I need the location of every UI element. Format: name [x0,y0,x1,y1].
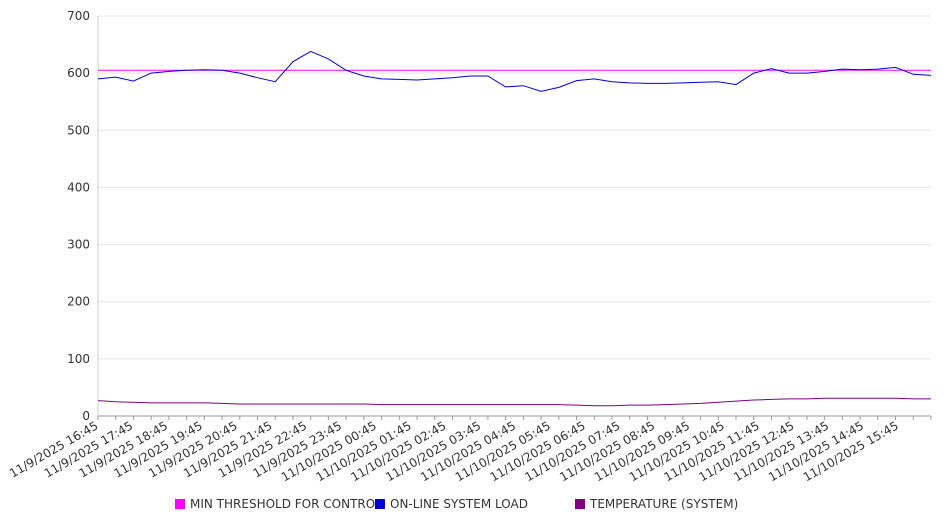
system-load-line [97,50,932,92]
y-axis-ticks: 0 100 200 300 400 500 600 700 [67,9,90,423]
y-tick-label: 0 [82,409,90,423]
y-tick-label: 600 [67,66,90,80]
series-lines [97,50,932,407]
legend-item-temperature[interactable]: TEMPERATURE (SYSTEM) [575,497,738,511]
axes [97,16,932,420]
legend-swatch-min-threshold [175,499,185,509]
legend-label-min-threshold: MIN THRESHOLD FOR CONTROL [190,497,382,511]
legend-label-temperature: TEMPERATURE (SYSTEM) [590,497,739,511]
y-tick-label: 300 [67,238,90,252]
legend-item-min-threshold[interactable]: MIN THRESHOLD FOR CONTROL [175,497,382,511]
y-tick-label: 700 [67,9,90,23]
y-tick-label: 100 [67,352,90,366]
legend-swatch-system-load [375,499,385,509]
legend-label-system-load: ON-LINE SYSTEM LOAD [390,497,528,511]
temperature-line [97,397,931,407]
legend-item-system-load[interactable]: ON-LINE SYSTEM LOAD [375,497,528,511]
legend-swatch-temperature [575,499,585,509]
y-tick-label: 200 [67,295,90,309]
y-tick-label: 400 [67,180,90,194]
y-tick-label: 500 [67,123,90,137]
gridlines [98,15,931,360]
